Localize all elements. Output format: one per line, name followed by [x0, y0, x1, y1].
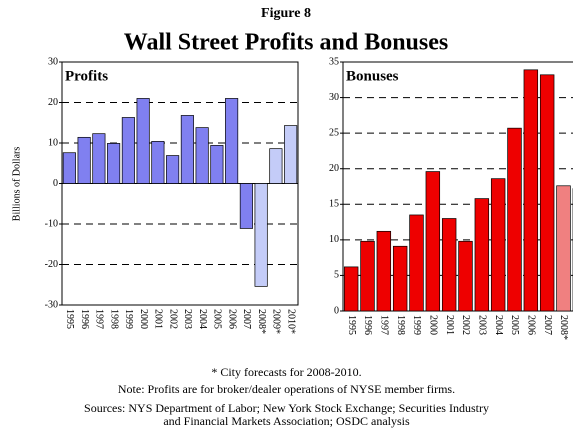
y-axis-label: Billions of Dollars — [11, 147, 22, 222]
figure: Figure 8 Wall Street Profits and Bonuses… — [11, 6, 573, 340]
bar — [107, 143, 121, 184]
x-tick-label: 1998 — [108, 309, 119, 329]
x-tick-label: 2000 — [138, 309, 149, 329]
bar — [195, 127, 209, 184]
bar — [121, 117, 135, 184]
bar — [166, 155, 180, 184]
bar — [490, 178, 506, 312]
y-tick-label: 5 — [334, 270, 339, 281]
x-tick-label: 2003 — [477, 315, 488, 335]
x-tick-label: 1996 — [362, 315, 373, 335]
note: Note: Profits are for broker/dealer oper… — [117, 382, 456, 396]
x-tick-label: 1997 — [379, 315, 390, 335]
x-tick-label: 1998 — [395, 315, 406, 335]
x-tick-label: 2003 — [182, 309, 193, 329]
y-tick-label: -20 — [45, 259, 58, 270]
y-tick-label: 30 — [329, 92, 339, 103]
y-tick-label: 30 — [48, 56, 58, 67]
bar — [254, 183, 268, 287]
y-tick-label: 10 — [329, 234, 339, 245]
chart-title: Bonuses — [346, 68, 399, 84]
bar — [62, 152, 76, 184]
bar — [225, 98, 239, 184]
bar — [507, 127, 522, 312]
y-tick-label: 20 — [329, 163, 339, 174]
x-tick-label: 2007 — [241, 309, 252, 329]
x-tick-label: 2005 — [509, 315, 520, 335]
y-tick-label: -10 — [45, 218, 58, 229]
bar — [284, 125, 298, 184]
x-tick-label: 2006 — [226, 309, 237, 329]
x-tick-label: 2002 — [167, 309, 178, 329]
x-tick-label: 1995 — [346, 315, 357, 335]
x-tick-label: 1996 — [79, 309, 90, 329]
bar — [523, 69, 539, 312]
x-tick-label: 2001 — [444, 315, 455, 335]
x-tick-label: 2001 — [153, 309, 164, 329]
y-tick-label: 0 — [334, 305, 339, 316]
y-tick-label: 20 — [48, 97, 58, 108]
bar — [458, 240, 473, 312]
bar — [392, 245, 408, 312]
bar — [425, 171, 441, 312]
x-tick-label: 2004 — [493, 315, 504, 335]
x-tick-label: 2009* — [271, 309, 282, 334]
y-tick-label: 25 — [329, 127, 339, 138]
x-tick-label: 2008* — [256, 309, 267, 334]
footnote: * City forecasts for 2008-2010. — [211, 365, 362, 379]
x-tick-label: 2005 — [212, 309, 223, 329]
bar — [343, 266, 359, 312]
figure-title: Wall Street Profits and Bonuses — [124, 30, 448, 56]
bar — [360, 240, 375, 312]
x-tick-label: 2004 — [197, 309, 208, 329]
bar — [92, 133, 106, 184]
bar — [151, 141, 165, 184]
y-tick-label: 35 — [329, 56, 339, 67]
bar — [239, 183, 253, 229]
x-tick-label: 1999 — [123, 309, 134, 329]
bar — [136, 98, 150, 184]
x-tick-label: 1995 — [64, 309, 75, 329]
y-tick-label: 0 — [53, 178, 58, 189]
bar — [269, 148, 283, 184]
sources: Sources: NYS Department of Labor; New Yo… — [84, 401, 489, 428]
y-tick-label: 15 — [329, 199, 339, 210]
x-tick-label: 2007 — [542, 315, 553, 335]
bar — [376, 230, 392, 312]
x-tick-label: 2002 — [460, 315, 471, 335]
x-tick-label: 2008* — [558, 315, 569, 340]
x-tick-label: 2000 — [428, 315, 439, 335]
x-tick-label: 1997 — [94, 309, 105, 329]
bar — [409, 214, 424, 312]
bar — [539, 74, 555, 312]
bar — [441, 218, 457, 312]
y-tick-label: -30 — [45, 299, 58, 310]
bar — [77, 136, 91, 184]
bar — [180, 115, 194, 184]
figure-label: Figure 8 — [261, 6, 311, 21]
bar — [474, 198, 490, 312]
x-tick-label: 1999 — [411, 315, 422, 335]
x-tick-label: 2006 — [526, 315, 537, 335]
bar — [210, 145, 224, 184]
chart-title: Profits — [65, 68, 108, 84]
bar — [556, 185, 571, 312]
x-tick-label: 2010* — [285, 309, 296, 334]
y-tick-label: 10 — [48, 137, 58, 148]
